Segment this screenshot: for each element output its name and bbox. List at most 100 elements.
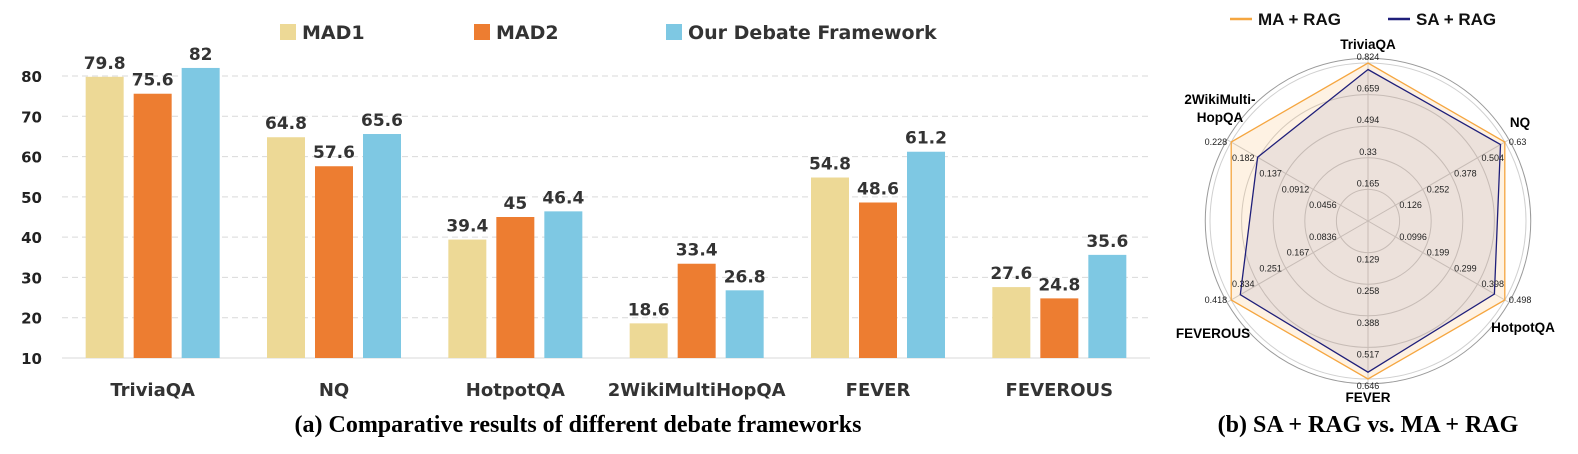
data-label: 35.6 [1086,232,1128,252]
legend-swatch [666,24,682,40]
bar [448,239,487,358]
radar-axis-label-line: FEVER [1345,390,1390,405]
x-tick-label: FEVER [846,380,911,401]
radar-tick-label: 0.0996 [1399,232,1427,242]
radar-axis-label: 2WikiMulti- HopQA [1184,92,1255,125]
data-label: 57.6 [313,143,355,163]
radar-axis-label: NQ [1510,115,1530,130]
bar [363,134,401,358]
data-label: 79.8 [84,54,126,74]
radar-tick-label: 0.646 [1357,381,1380,391]
bar [1040,298,1079,358]
bar [181,67,220,358]
radar-axis-label-line: TriviaQA [1340,37,1396,52]
legend-label: MAD2 [496,22,559,44]
radar-tick-label: 0.504 [1481,153,1504,163]
radar-tick-label: 0.137 [1259,169,1282,179]
bar [907,151,945,358]
radar-tick-label: 0.182 [1232,153,1255,163]
radar-tick-label: 0.0456 [1309,200,1337,210]
radar-axis-label-line: NQ [1510,115,1530,130]
radar-axis-label: FEVER [1345,390,1390,405]
data-label: 26.8 [724,267,766,287]
radar-tick-label: 0.418 [1205,295,1228,305]
y-tick-label: 80 [21,68,42,86]
data-label: 24.8 [1038,275,1080,295]
radar-tick-label: 0.334 [1232,279,1255,289]
bar [629,323,668,358]
radar-tick-label: 0.517 [1357,349,1380,359]
radar-tick-label: 0.258 [1357,286,1380,296]
radar-tick-label: 0.498 [1509,295,1532,305]
data-label: 33.4 [676,241,718,261]
bar [544,211,583,358]
radar-legend-label: SA + RAG [1416,10,1496,29]
legend-label: Our Debate Framework [688,22,937,44]
bar [133,93,172,359]
radar-series-polygon [1230,62,1506,380]
radar-tick-label: 0.228 [1205,137,1228,147]
radar-tick-label: 0.165 [1357,178,1380,188]
y-tick-label: 30 [21,269,42,287]
radar-tick-label: 0.0912 [1282,184,1310,194]
radar-tick-label: 0.378 [1454,169,1477,179]
radar-axis-label-line: HopQA [1197,110,1244,125]
bar-chart-caption: (a) Comparative results of different deb… [295,412,862,438]
y-tick-label: 10 [21,350,42,368]
radar-tick-label: 0.494 [1357,115,1380,125]
bar [496,217,535,358]
data-label: 64.8 [265,114,307,134]
radar-axis-label: HotpotQA [1491,320,1555,335]
legend-swatch [474,24,490,40]
data-label: 46.4 [542,188,584,208]
x-tick-label: 2WikiMultiHopQA [608,380,786,401]
data-label: 54.8 [809,155,851,175]
radar-axis-label: TriviaQA [1340,37,1396,52]
x-tick-label: HotpotQA [466,380,565,401]
radar-axis-label: FEVEROUS [1176,326,1250,341]
radar-tick-label: 0.126 [1399,200,1422,210]
bar [859,202,897,358]
bar [267,137,305,358]
radar-tick-label: 0.824 [1357,52,1380,62]
bar [811,177,849,358]
radar-legend-label: MA + RAG [1258,10,1341,29]
data-label: 39.4 [446,217,488,237]
radar-series-polygon [1239,68,1502,373]
bar-chart-panel: 10 20 30 40 50 60 70 80 79.8 75.6 82 TriviaQA 64.8 57… [21,22,1150,401]
y-tick-label: 40 [21,229,42,247]
bar [677,263,716,358]
legend-swatch [280,24,296,40]
radar-tick-label: 0.659 [1357,84,1380,94]
radar-tick-label: 0.299 [1454,263,1477,273]
data-label: 48.6 [857,179,899,199]
radar-axis-label-line: 2WikiMulti- [1184,92,1255,107]
radar-tick-label: 0.199 [1427,248,1450,258]
data-label: 82 [189,45,213,65]
bar [315,166,353,358]
radar-tick-label: 0.33 [1359,147,1377,157]
x-tick-label: NQ [319,380,349,401]
data-label: 18.6 [628,300,670,320]
y-tick-label: 70 [21,108,42,126]
radar-spoke [1367,139,1510,222]
radar-spoke [1367,220,1510,303]
radar-tick-label: 0.129 [1357,255,1380,265]
radar-tick-label: 0.0836 [1309,232,1337,242]
radar-tick-label: 0.388 [1357,318,1380,328]
radar-tick-label: 0.398 [1481,279,1504,289]
radar-axis-label-line: HotpotQA [1491,320,1555,335]
data-label: 65.6 [361,111,403,131]
radar-tick-label: 0.63 [1509,137,1527,147]
radar-tick-label: 0.167 [1287,248,1310,258]
bar [1088,254,1127,358]
legend-label: MAD1 [302,22,365,44]
x-tick-label: FEVEROUS [1006,380,1114,401]
bar [725,290,764,358]
y-tick-label: 20 [21,310,42,328]
radar-spoke [1226,220,1369,303]
y-tick-label: 50 [21,189,42,207]
data-label: 61.2 [905,129,947,149]
radar-chart-caption: (b) SA + RAG vs. MA + RAG [1218,412,1519,438]
